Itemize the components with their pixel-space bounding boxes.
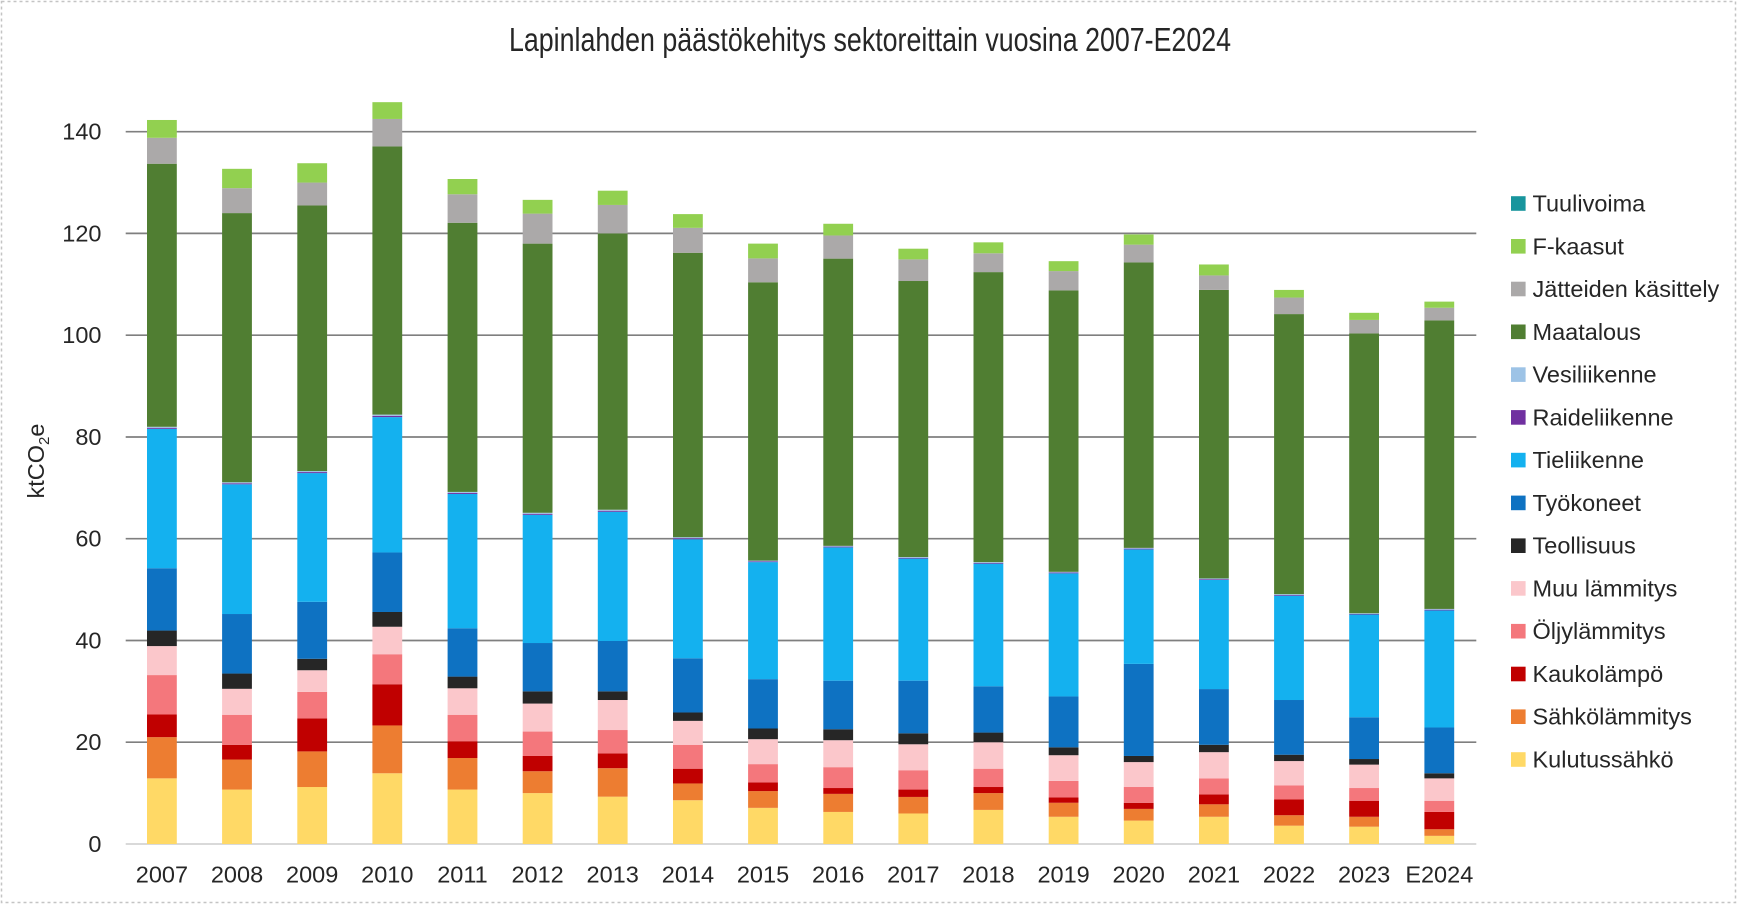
svg-text:2012: 2012 [511,862,563,888]
svg-text:2008: 2008 [211,862,263,888]
svg-text:Muu lämmitys: Muu lämmitys [1533,575,1678,601]
svg-text:Lapinlahden päästökehitys sekt: Lapinlahden päästökehitys sektoreittain … [509,21,1231,58]
svg-text:2023: 2023 [1338,862,1390,888]
svg-text:100: 100 [62,322,101,348]
svg-text:2013: 2013 [587,862,639,888]
svg-text:Raideliikenne: Raideliikenne [1533,404,1674,430]
svg-text:2010: 2010 [361,862,413,888]
svg-text:2016: 2016 [812,862,864,888]
svg-text:Tuulivoima: Tuulivoima [1533,191,1647,217]
svg-text:140: 140 [62,119,101,145]
svg-text:Teollisuus: Teollisuus [1533,533,1636,559]
svg-text:40: 40 [75,628,101,654]
svg-text:Maatalous: Maatalous [1533,319,1641,345]
svg-text:2019: 2019 [1037,862,1089,888]
svg-text:Tieliikenne: Tieliikenne [1533,447,1644,473]
svg-text:2011: 2011 [437,862,488,888]
svg-text:2015: 2015 [737,862,789,888]
svg-text:Jätteiden käsittely: Jätteiden käsittely [1533,276,1720,302]
svg-text:0: 0 [88,831,101,857]
svg-text:Kulutussähkö: Kulutussähkö [1533,747,1674,773]
svg-text:2014: 2014 [662,862,714,888]
svg-text:80: 80 [75,424,101,450]
svg-text:F-kaasut: F-kaasut [1533,233,1625,259]
svg-text:2018: 2018 [962,862,1014,888]
svg-text:2009: 2009 [286,862,338,888]
svg-text:2021: 2021 [1188,862,1240,888]
svg-text:120: 120 [62,220,101,246]
svg-text:2020: 2020 [1113,862,1165,888]
svg-text:ktCO2e: ktCO2e [23,424,53,499]
svg-text:Vesiliikenne: Vesiliikenne [1533,362,1657,388]
svg-text:Työkoneet: Työkoneet [1533,490,1642,516]
svg-text:E2024: E2024 [1405,862,1473,888]
svg-text:Sähkölämmitys: Sähkölämmitys [1533,704,1692,730]
svg-text:60: 60 [75,526,101,552]
svg-text:2017: 2017 [887,862,939,888]
svg-text:Kaukolämpö: Kaukolämpö [1533,661,1664,687]
svg-text:2007: 2007 [136,862,188,888]
svg-text:Öljylämmitys: Öljylämmitys [1533,618,1666,644]
svg-text:2022: 2022 [1263,862,1315,888]
svg-text:20: 20 [75,729,101,755]
